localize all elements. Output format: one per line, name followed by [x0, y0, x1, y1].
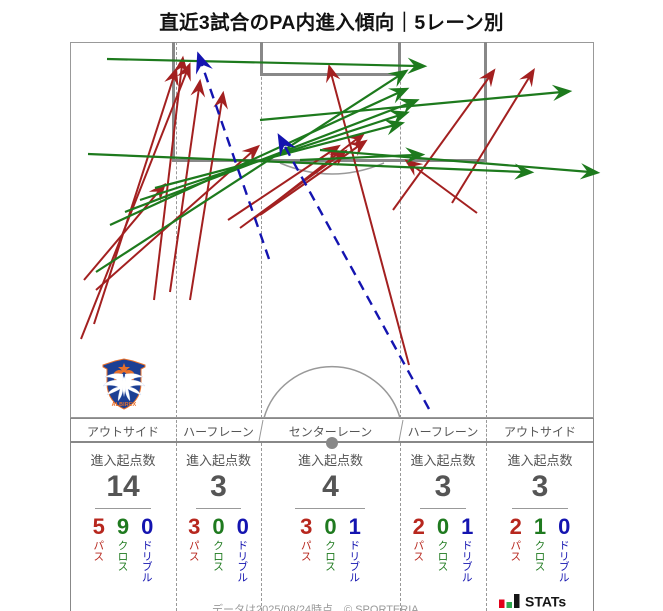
svg-text:STATs: STATs — [525, 594, 566, 608]
svg-text:ALBIREX: ALBIREX — [112, 402, 137, 408]
